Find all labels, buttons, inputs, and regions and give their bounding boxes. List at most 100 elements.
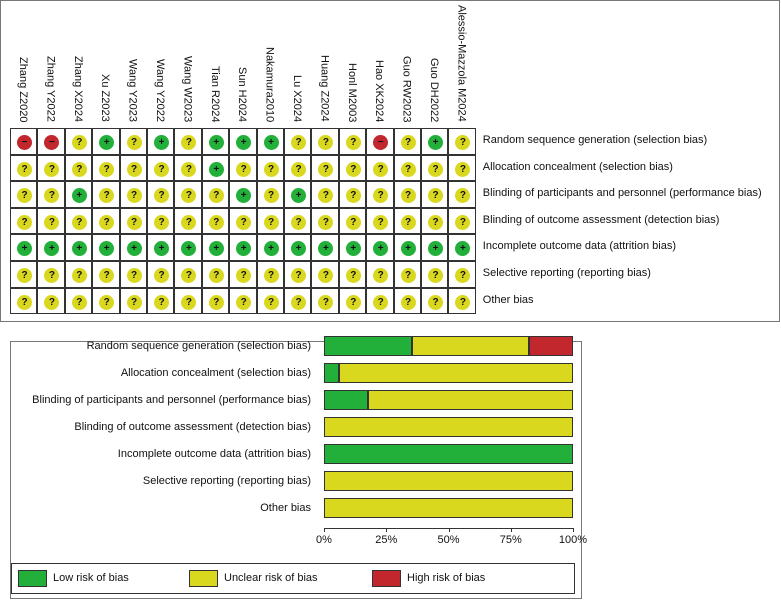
unclear-risk-icon: ? xyxy=(17,161,32,177)
judgement-cell: + xyxy=(174,234,202,261)
judgement-cell: ? xyxy=(366,154,394,182)
unclear-risk-icon: ? xyxy=(318,135,334,150)
domain-label: Incomplete outcome data (attrition bias) xyxy=(482,240,677,253)
judgement-cell: ? xyxy=(119,154,147,182)
study-label: Nakamura2010 xyxy=(263,46,276,122)
judgement-cell: + xyxy=(64,234,93,261)
judgement-cell: ? xyxy=(421,207,449,235)
low-risk-icon: + xyxy=(236,188,252,204)
judgement-cell: ? xyxy=(92,181,120,208)
low-risk-icon: + xyxy=(236,241,252,257)
unclear-risk-icon: ? xyxy=(99,188,115,204)
judgement-cell: ? xyxy=(119,181,147,208)
unclear-risk-icon: ? xyxy=(126,214,142,230)
unclear-risk-icon: ? xyxy=(291,214,306,230)
judgement-cell: ? xyxy=(338,128,367,155)
legend-label: High risk of bias xyxy=(407,572,486,584)
unclear-risk-icon: ? xyxy=(455,188,471,204)
unclear-risk-icon: ? xyxy=(318,294,334,310)
unclear-risk-icon: ? xyxy=(263,294,279,310)
judgement-cell: ? xyxy=(448,128,476,155)
judgement-cell: ? xyxy=(448,261,476,288)
judgement-cell: ? xyxy=(10,287,38,315)
judgement-cell: + xyxy=(229,181,257,208)
judgement-cell: ? xyxy=(37,181,65,208)
judgement-cell: + xyxy=(229,128,257,155)
unclear-risk-icon: ? xyxy=(236,268,252,283)
judgement-cell: − xyxy=(10,128,38,155)
unclear-risk-icon: ? xyxy=(44,268,60,283)
study-label: Guo DH2022 xyxy=(428,57,440,122)
judgement-cell: ? xyxy=(448,154,476,182)
study-label: Xu Z2023 xyxy=(99,74,112,122)
unclear-risk-icon: ? xyxy=(318,214,334,230)
judgement-cell: ? xyxy=(147,154,175,182)
unclear-risk-icon: ? xyxy=(428,188,443,204)
study-label: Wang W2023 xyxy=(181,55,194,122)
low-risk-icon: + xyxy=(181,241,197,257)
low-risk-icon: + xyxy=(236,135,252,150)
unclear-risk-icon: ? xyxy=(263,161,279,177)
unclear-risk-icon: ? xyxy=(318,161,334,177)
study-label: Alessio-Mazzola M2024 xyxy=(455,5,468,122)
unclear-risk-icon: ? xyxy=(17,188,32,204)
unclear-risk-icon: ? xyxy=(99,214,115,230)
legend-label: Low risk of bias xyxy=(53,572,129,584)
unclear-risk-icon: ? xyxy=(400,161,416,177)
x-tick-label: 25% xyxy=(375,534,398,546)
judgement-cell: ? xyxy=(37,154,65,182)
judgement-cell: ? xyxy=(37,261,65,288)
judgement-cell: ? xyxy=(393,154,421,182)
unclear-risk-icon: ? xyxy=(208,214,224,230)
unclear-risk-icon: ? xyxy=(44,294,60,310)
judgement-cell: ? xyxy=(119,128,147,155)
judgement-cell: ? xyxy=(64,207,93,235)
judgement-cell: ? xyxy=(201,287,230,315)
unclear-risk-icon: ? xyxy=(345,294,361,310)
judgement-cell: ? xyxy=(229,207,257,235)
unclear-risk-icon: ? xyxy=(455,135,471,150)
low-risk-icon: + xyxy=(263,241,279,257)
unclear-risk-icon: ? xyxy=(400,135,416,150)
x-tick-label: 75% xyxy=(499,534,522,546)
unclear-risk-icon: ? xyxy=(373,161,389,177)
judgement-cell: ? xyxy=(119,207,147,235)
unclear-risk-icon: ? xyxy=(455,268,471,283)
judgement-cell: ? xyxy=(229,261,257,288)
unclear-risk-icon: ? xyxy=(154,161,169,177)
judgement-cell: ? xyxy=(311,261,339,288)
judgement-cell: ? xyxy=(37,207,65,235)
x-tick-label: 50% xyxy=(437,534,460,546)
x-tick-mark xyxy=(324,528,325,532)
bar-unclear xyxy=(367,390,573,410)
bar-unclear xyxy=(324,417,573,437)
unclear-risk-icon: ? xyxy=(44,188,60,204)
unclear-risk-icon: ? xyxy=(455,214,471,230)
judgement-cell: + xyxy=(119,234,147,261)
unclear-risk-icon: ? xyxy=(291,135,306,150)
x-tick-label: 100% xyxy=(558,534,588,546)
judgement-cell: ? xyxy=(256,261,284,288)
low-risk-icon: + xyxy=(428,135,443,150)
unclear-risk-icon: ? xyxy=(373,214,389,230)
judgement-cell: ? xyxy=(64,128,93,155)
unclear-risk-icon: ? xyxy=(236,161,252,177)
unclear-risk-icon: ? xyxy=(236,294,252,310)
judgement-cell: + xyxy=(256,234,284,261)
low-risk-icon: + xyxy=(291,188,306,204)
judgement-cell: + xyxy=(256,128,284,155)
unclear-risk-icon: ? xyxy=(428,161,443,177)
unclear-risk-icon: ? xyxy=(236,214,252,230)
judgement-cell: ? xyxy=(421,154,449,182)
unclear-risk-icon: ? xyxy=(17,294,32,310)
domain-label: Blinding of participants and personnel (… xyxy=(482,187,762,200)
unclear-risk-icon: ? xyxy=(154,214,169,230)
judgement-cell: ? xyxy=(393,181,421,208)
legend-swatch-high xyxy=(372,570,401,587)
judgement-cell: ? xyxy=(64,261,93,288)
unclear-risk-icon: ? xyxy=(318,268,334,283)
category-label: Incomplete outcome data (attrition bias) xyxy=(117,448,311,460)
unclear-risk-icon: ? xyxy=(318,188,334,204)
judgement-cell: + xyxy=(201,234,230,261)
judgement-cell: ? xyxy=(119,261,147,288)
